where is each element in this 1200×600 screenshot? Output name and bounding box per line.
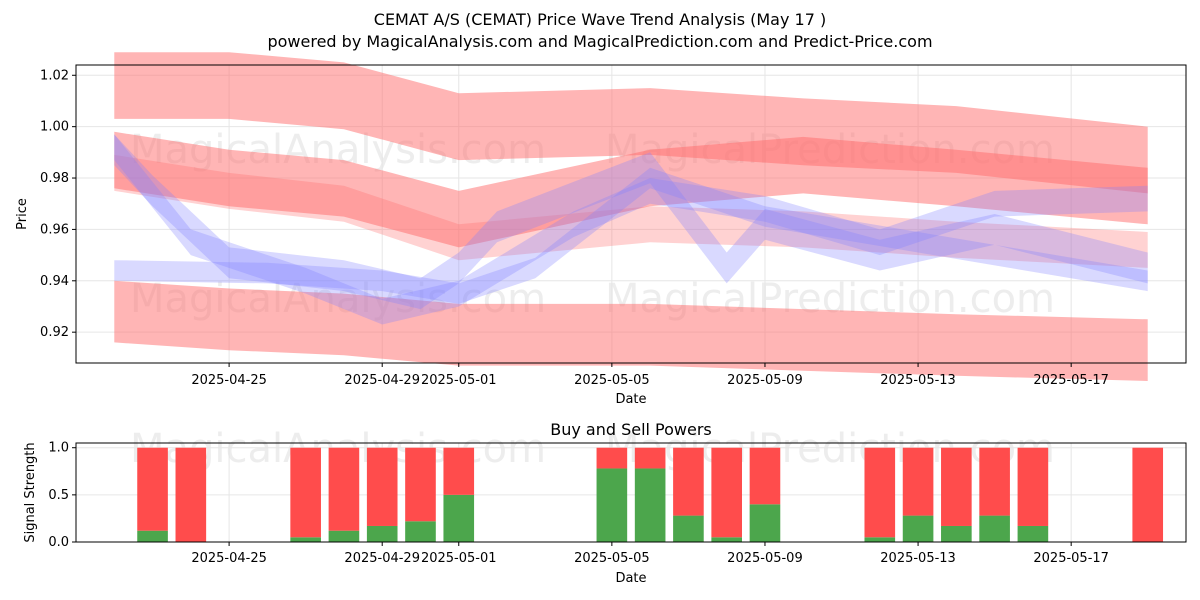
buy-bar bbox=[328, 530, 360, 542]
x-tick-label: 2025-04-29 bbox=[344, 551, 420, 566]
sell-bar bbox=[443, 447, 475, 495]
x-tick-label: 2025-05-09 bbox=[727, 551, 803, 566]
buy-bar bbox=[1017, 525, 1049, 542]
y-axis-label: Signal Strength bbox=[23, 442, 38, 542]
x-axis-label: Date bbox=[615, 392, 646, 407]
sell-bar bbox=[137, 447, 168, 531]
x-tick-label: 2025-05-01 bbox=[421, 551, 497, 566]
buy-bar bbox=[979, 515, 1010, 542]
x-tick-label: 2025-05-05 bbox=[574, 373, 650, 388]
buy-bar bbox=[902, 515, 934, 542]
buy-bar bbox=[864, 537, 896, 542]
sell-bar bbox=[1132, 447, 1164, 542]
y-tick-label: 0.92 bbox=[40, 325, 69, 340]
x-tick-label: 2025-04-25 bbox=[191, 551, 267, 566]
sell-bar bbox=[405, 447, 436, 522]
x-tick-label: 2025-05-01 bbox=[421, 373, 497, 388]
plot-frame bbox=[75, 64, 1187, 364]
buy-bar bbox=[941, 525, 972, 542]
price-chart: MagicalAnalysis.comMagicalPrediction.com… bbox=[15, 52, 1187, 407]
y-tick-label: 0.5 bbox=[48, 488, 69, 503]
buy-bar bbox=[366, 525, 398, 542]
buy-bar bbox=[443, 494, 475, 542]
sell-bar bbox=[328, 447, 360, 531]
sell-bar bbox=[634, 447, 666, 469]
sell-bar bbox=[290, 447, 321, 538]
x-tick-label: 2025-05-05 bbox=[574, 551, 650, 566]
sell-bar bbox=[175, 447, 207, 542]
buy-sell-chart: MagicalAnalysis.comMagicalPrediction.com… bbox=[23, 420, 1187, 586]
y-axis-label: Price bbox=[15, 198, 30, 230]
sell-bar bbox=[749, 447, 781, 505]
y-tick-label: 1.0 bbox=[48, 441, 69, 456]
chart-title: CEMAT A/S (CEMAT) Price Wave Trend Analy… bbox=[373, 10, 827, 29]
y-tick-label: 0.98 bbox=[40, 171, 69, 186]
x-tick-label: 2025-05-17 bbox=[1033, 373, 1109, 388]
sell-bar bbox=[979, 447, 1010, 516]
buy-bar bbox=[634, 468, 666, 542]
sell-bar bbox=[596, 447, 628, 469]
x-tick-label: 2025-05-09 bbox=[727, 373, 803, 388]
sell-bar bbox=[366, 447, 398, 526]
sell-bar bbox=[902, 447, 934, 516]
x-tick-label: 2025-05-13 bbox=[880, 373, 956, 388]
buy-bar bbox=[290, 537, 321, 542]
y-tick-label: 1.00 bbox=[40, 120, 69, 135]
x-tick-label: 2025-04-25 bbox=[191, 373, 267, 388]
sell-bar bbox=[941, 447, 972, 526]
plot-frame bbox=[75, 442, 1187, 543]
trend-band bbox=[114, 154, 1148, 268]
y-tick-label: 0.0 bbox=[48, 535, 69, 550]
y-tick-label: 1.02 bbox=[40, 68, 69, 83]
trend-band bbox=[114, 280, 1148, 381]
trend-band bbox=[114, 131, 1148, 248]
sell-bar bbox=[711, 447, 742, 538]
price-wave bbox=[114, 134, 1148, 310]
y-tick-label: 0.94 bbox=[40, 274, 69, 289]
sell-bar bbox=[864, 447, 896, 538]
buy-bar bbox=[137, 530, 168, 542]
x-axis-label: Date bbox=[615, 571, 646, 586]
sell-bar bbox=[673, 447, 704, 516]
y-tick-label: 0.96 bbox=[40, 222, 69, 237]
price-wave bbox=[114, 134, 1148, 325]
chart-subtitle: powered by MagicalAnalysis.com and Magic… bbox=[267, 32, 933, 51]
x-tick-label: 2025-04-29 bbox=[344, 373, 420, 388]
buy-bar bbox=[405, 521, 436, 542]
price-wave bbox=[114, 167, 1148, 304]
buy-bar bbox=[711, 537, 742, 542]
buy-bar bbox=[673, 515, 704, 542]
sell-bar bbox=[1017, 447, 1049, 526]
chart-title: Buy and Sell Powers bbox=[550, 420, 712, 439]
buy-bar bbox=[749, 504, 781, 542]
buy-bar bbox=[596, 468, 628, 542]
x-tick-label: 2025-05-17 bbox=[1033, 551, 1109, 566]
x-tick-label: 2025-05-13 bbox=[880, 551, 956, 566]
